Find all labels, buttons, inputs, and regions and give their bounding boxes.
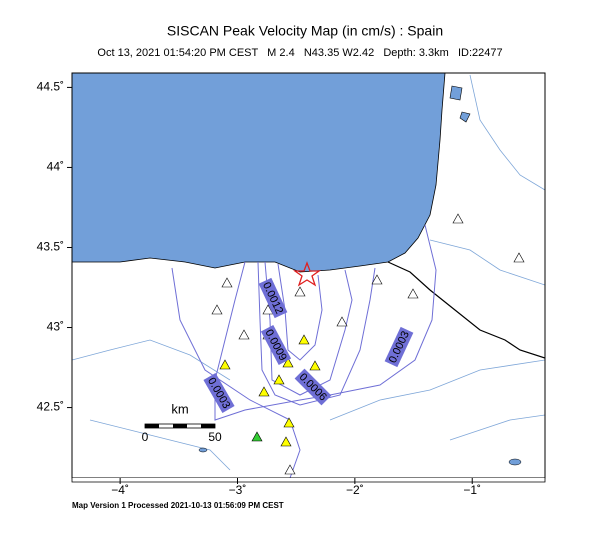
station	[273, 374, 285, 385]
station	[294, 286, 306, 297]
lon-tick-label: −4˚	[111, 483, 129, 497]
lake	[508, 458, 522, 466]
scale-end: 50	[208, 430, 222, 444]
islands	[449, 85, 471, 123]
lake	[198, 447, 208, 453]
station	[371, 274, 383, 285]
title: SISCAN Peak Velocity Map (in cm/s) : Spa…	[167, 23, 443, 39]
map-area	[72, 73, 545, 478]
station	[238, 329, 250, 340]
scale-start: 0	[142, 430, 149, 444]
border	[387, 261, 545, 359]
contour	[214, 224, 437, 421]
station	[221, 277, 233, 288]
lat-tick-label: 43.5˚	[37, 240, 64, 254]
river	[429, 239, 545, 286]
lon-tick-label: −1˚	[463, 483, 481, 497]
river	[469, 74, 545, 191]
lat-tick-label: 42.5˚	[37, 400, 64, 414]
station	[262, 304, 274, 315]
epicenter	[292, 261, 322, 287]
station	[309, 360, 321, 371]
scale-bar: km 0 50	[142, 401, 222, 444]
contour-label-box	[258, 277, 288, 319]
station	[452, 213, 464, 224]
station	[219, 359, 231, 370]
frame-ruler	[71, 478, 546, 483]
lat-tick-label: 43˚	[47, 320, 64, 334]
station	[251, 431, 263, 442]
river	[89, 419, 231, 471]
scale-unit: km	[171, 401, 188, 416]
contour-label-box	[260, 324, 292, 366]
subtitle: Oct 13, 2021 01:54:20 PM CEST M 2.4 N43.…	[97, 47, 502, 59]
river	[72, 339, 231, 381]
river	[449, 414, 545, 441]
footer: Map Version 1 Processed 2021-10-13 01:56…	[72, 501, 284, 510]
ocean	[72, 73, 446, 273]
lon-tick-label: −2˚	[346, 483, 364, 497]
lon-tick-label: −3˚	[229, 483, 247, 497]
station	[211, 304, 223, 315]
station	[258, 386, 270, 397]
station	[282, 357, 294, 368]
station	[280, 436, 292, 447]
station	[336, 316, 348, 327]
contour	[257, 261, 376, 406]
river	[329, 359, 545, 421]
contour-label-box	[384, 326, 414, 368]
lat-tick-label: 44.5˚	[37, 80, 64, 94]
contour	[171, 267, 301, 478]
contour-label-box	[294, 368, 332, 406]
contour-label-box	[203, 373, 235, 413]
axis: −4˚ −3˚ −2˚ −1˚ 42.5˚ 43˚ 43.5˚ 44˚ 44.5˚	[37, 80, 481, 498]
station	[407, 288, 419, 299]
station	[513, 252, 525, 263]
station	[298, 334, 310, 345]
lat-tick-label: 44˚	[47, 160, 64, 174]
scale-bar-fill	[145, 424, 215, 428]
station	[283, 417, 295, 428]
station	[284, 464, 296, 475]
